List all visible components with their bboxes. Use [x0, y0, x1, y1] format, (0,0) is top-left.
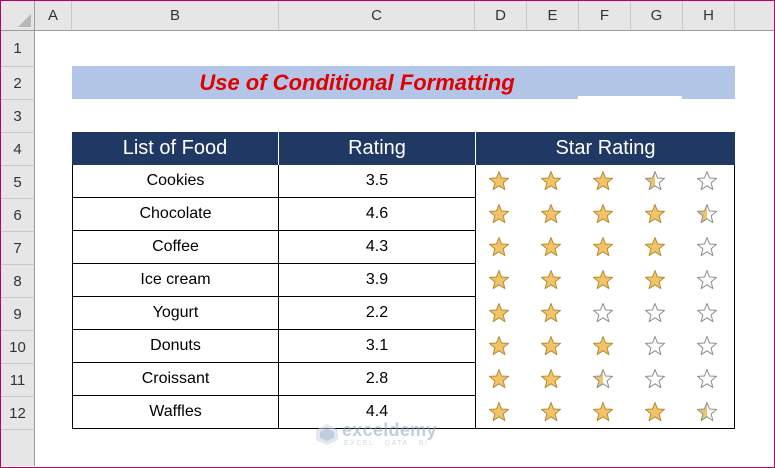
- star-full-icon: [592, 171, 614, 191]
- row-header-2[interactable]: 2: [1, 67, 35, 100]
- star-full-icon: [540, 204, 562, 224]
- star-empty-icon: [644, 369, 666, 389]
- food-cell[interactable]: Donuts: [72, 330, 279, 363]
- star-half-icon: [644, 171, 666, 191]
- row-header-empty: [1, 430, 35, 466]
- star-full-icon: [540, 336, 562, 356]
- rating-cell[interactable]: 3.9: [279, 264, 476, 297]
- star-full-icon: [488, 369, 510, 389]
- star-empty-icon: [696, 237, 718, 257]
- star-rating-area[interactable]: [476, 165, 735, 429]
- watermark: exceldemy EXCEL · DATA · BI: [314, 420, 464, 448]
- rating-cell[interactable]: 4.6: [279, 198, 476, 231]
- watermark-name: exceldemy: [342, 420, 437, 440]
- row-header-1[interactable]: 1: [1, 31, 35, 67]
- star-full-icon: [488, 402, 510, 422]
- star-full-icon: [644, 402, 666, 422]
- star-full-icon: [540, 237, 562, 257]
- food-cell[interactable]: Ice cream: [72, 264, 279, 297]
- star-half-icon: [592, 369, 614, 389]
- food-cell[interactable]: Yogurt: [72, 297, 279, 330]
- column-header-d[interactable]: D: [475, 1, 527, 31]
- row-header-12[interactable]: 12: [1, 397, 35, 430]
- star-empty-icon: [592, 303, 614, 323]
- star-full-icon: [488, 336, 510, 356]
- column-header-f[interactable]: F: [579, 1, 631, 31]
- rating-cell[interactable]: 4.4: [279, 396, 476, 429]
- star-full-icon: [644, 270, 666, 290]
- food-cell[interactable]: Croissant: [72, 363, 279, 396]
- header-star-rating[interactable]: Star Rating: [476, 132, 735, 165]
- column-header-g[interactable]: G: [631, 1, 683, 31]
- column-header-c[interactable]: C: [279, 1, 475, 31]
- rating-cell[interactable]: 2.2: [279, 297, 476, 330]
- row-header-6[interactable]: 6: [1, 199, 35, 232]
- food-cell[interactable]: Waffles: [72, 396, 279, 429]
- food-cell[interactable]: Cookies: [72, 165, 279, 198]
- star-empty-icon: [644, 336, 666, 356]
- star-full-icon: [540, 171, 562, 191]
- exceldemy-logo-icon: [316, 424, 338, 445]
- star-full-icon: [540, 369, 562, 389]
- rating-cell[interactable]: 2.8: [279, 363, 476, 396]
- row-header-3[interactable]: 3: [1, 100, 35, 133]
- star-full-icon: [644, 204, 666, 224]
- star-full-icon: [488, 270, 510, 290]
- row-header-7[interactable]: 7: [1, 232, 35, 265]
- header-rating[interactable]: Rating: [279, 132, 476, 165]
- header-list-of-food[interactable]: List of Food: [72, 132, 279, 165]
- column-header-b[interactable]: B: [72, 1, 279, 31]
- star-full-icon: [488, 204, 510, 224]
- star-empty-icon: [644, 303, 666, 323]
- column-header-h[interactable]: H: [683, 1, 735, 31]
- star-empty-icon: [696, 369, 718, 389]
- star-half-icon: [696, 204, 718, 224]
- row-header-8[interactable]: 8: [1, 265, 35, 298]
- watermark-tagline: EXCEL · DATA · BI: [344, 440, 429, 447]
- star-full-icon: [488, 303, 510, 323]
- star-full-icon: [540, 303, 562, 323]
- star-full-icon: [592, 237, 614, 257]
- select-all-corner[interactable]: [1, 1, 35, 31]
- star-full-icon: [592, 270, 614, 290]
- title-underline-gap: [578, 96, 682, 99]
- star-full-icon: [488, 237, 510, 257]
- rating-cell[interactable]: 3.1: [279, 330, 476, 363]
- star-full-icon: [644, 237, 666, 257]
- star-full-icon: [540, 402, 562, 422]
- title-cell[interactable]: [72, 66, 735, 99]
- row-header-9[interactable]: 9: [1, 298, 35, 331]
- star-full-icon: [488, 171, 510, 191]
- rating-cell[interactable]: 3.5: [279, 165, 476, 198]
- rating-cell[interactable]: 4.3: [279, 231, 476, 264]
- column-header-e[interactable]: E: [527, 1, 579, 31]
- star-full-icon: [540, 270, 562, 290]
- food-cell[interactable]: Chocolate: [72, 198, 279, 231]
- row-header-10[interactable]: 10: [1, 331, 35, 364]
- star-empty-icon: [696, 171, 718, 191]
- column-header-empty: [735, 1, 774, 31]
- column-header-a[interactable]: A: [35, 1, 72, 31]
- row-header-4[interactable]: 4: [1, 133, 35, 166]
- star-full-icon: [592, 336, 614, 356]
- star-half-icon: [696, 402, 718, 422]
- star-empty-icon: [696, 270, 718, 290]
- food-cell[interactable]: Coffee: [72, 231, 279, 264]
- star-empty-icon: [696, 303, 718, 323]
- row-header-11[interactable]: 11: [1, 364, 35, 397]
- star-full-icon: [592, 204, 614, 224]
- star-full-icon: [592, 402, 614, 422]
- row-header-5[interactable]: 5: [1, 166, 35, 199]
- sheet-title: Use of Conditional Formatting: [199, 69, 515, 95]
- star-empty-icon: [696, 336, 718, 356]
- select-all-triangle-icon: [18, 14, 31, 27]
